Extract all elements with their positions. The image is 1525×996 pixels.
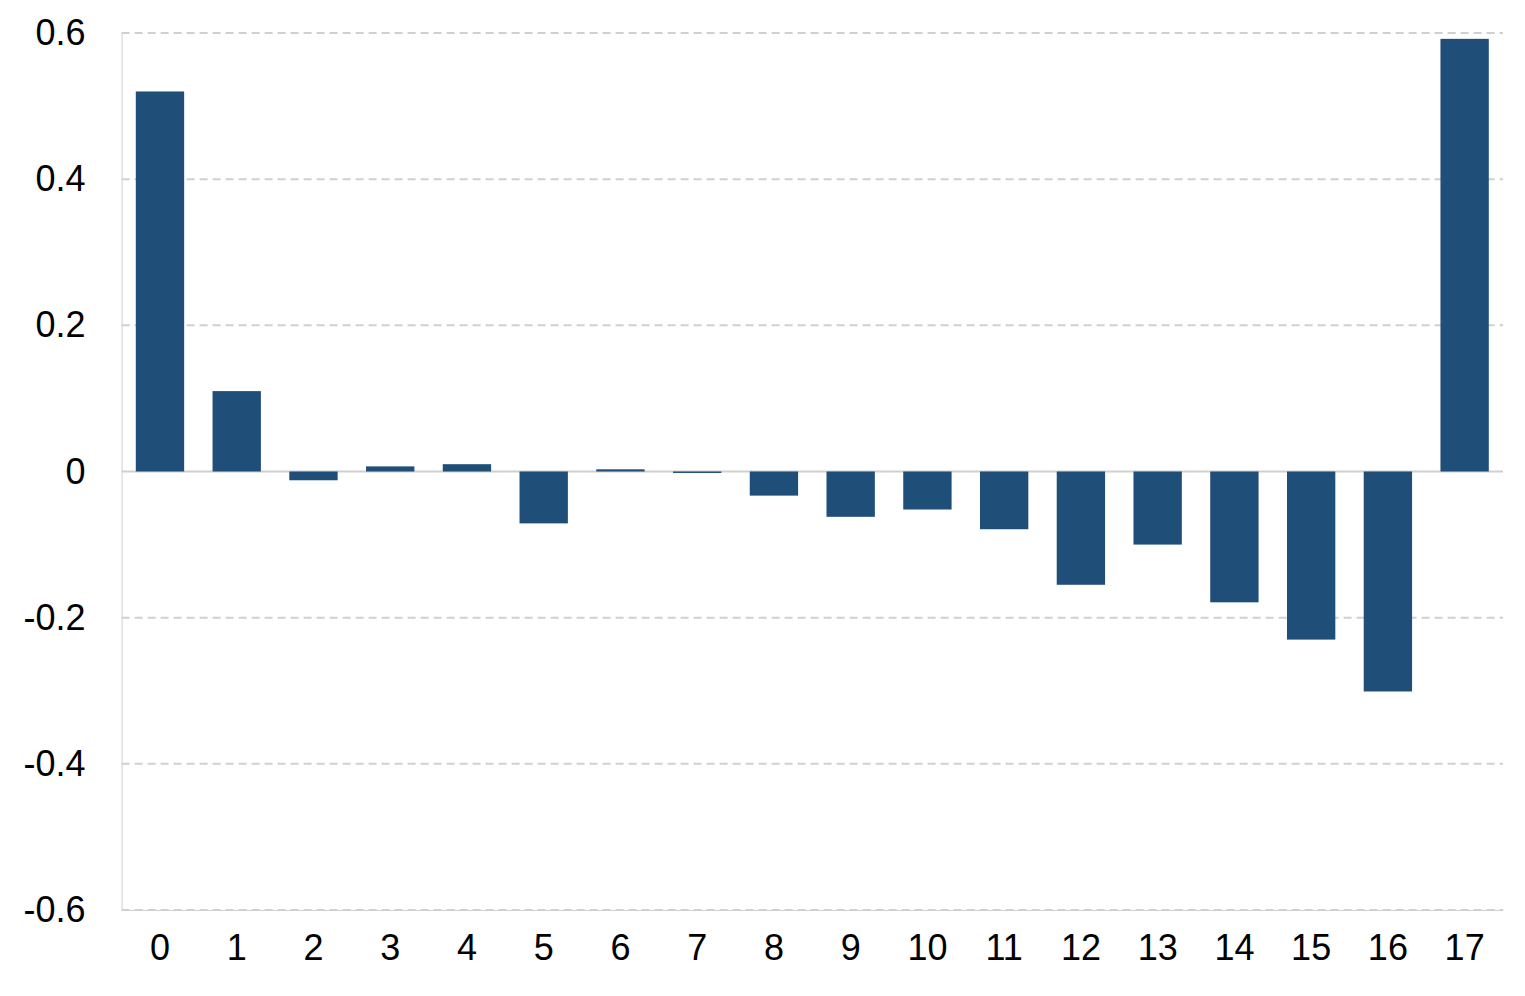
- bar: [1133, 472, 1181, 545]
- x-tick: 17: [1445, 910, 1485, 968]
- x-tick: 16: [1368, 910, 1408, 968]
- bars: [136, 39, 1489, 692]
- bar: [903, 472, 951, 510]
- x-tick: 10: [907, 910, 947, 968]
- bar: [596, 469, 644, 471]
- x-tick: 15: [1291, 910, 1331, 968]
- y-tick-label: 0: [66, 451, 86, 492]
- y-tick-label: -0.6: [24, 889, 86, 930]
- grid: [122, 33, 1503, 910]
- bar: [750, 472, 798, 496]
- x-axis-line: [122, 910, 1503, 911]
- x-tick: 8: [764, 910, 784, 968]
- y-tick: 0.4: [36, 158, 122, 199]
- x-tick: 14: [1214, 910, 1254, 968]
- x-tick-label: 1: [227, 927, 247, 968]
- grid-line: [122, 763, 1503, 765]
- x-tick-label: 0: [150, 927, 170, 968]
- bar: [1057, 472, 1105, 585]
- x-tick: 13: [1138, 910, 1178, 968]
- x-tick: 0: [150, 910, 170, 968]
- bar: [443, 464, 491, 471]
- y-axis: -0.6 -0.4 -0.2 0 0.2 0.4 0.6: [24, 12, 123, 930]
- grid-line: [122, 324, 1503, 326]
- bar: [826, 472, 874, 517]
- x-tick: 7: [687, 910, 707, 968]
- y-tick: -0.4: [24, 743, 122, 784]
- y-tick-label: -0.2: [24, 597, 86, 638]
- x-tick-label: 7: [687, 927, 707, 968]
- x-tick: 9: [841, 910, 861, 968]
- x-tick-label: 12: [1061, 927, 1101, 968]
- plot: -0.6-0.4-0.200.20.40.6012345678910111213…: [24, 12, 1504, 968]
- x-tick: 3: [380, 910, 400, 968]
- y-tick-label: -0.4: [24, 743, 86, 784]
- y-tick-label: 0.2: [36, 304, 86, 345]
- x-tick: 1: [227, 910, 247, 968]
- x-tick-label: 13: [1138, 927, 1178, 968]
- bar: [366, 466, 414, 471]
- x-tick: 5: [534, 910, 554, 968]
- y-tick: -0.6: [24, 889, 122, 930]
- bar: [136, 91, 184, 471]
- x-tick: 11: [985, 910, 1022, 968]
- x-axis: 01234567891011121314151617: [122, 910, 1503, 968]
- grid-line: [122, 909, 1503, 911]
- x-tick-label: 2: [303, 927, 323, 968]
- y-tick: 0.2: [36, 304, 122, 345]
- x-tick-label: 3: [380, 927, 400, 968]
- bar: [980, 472, 1028, 530]
- x-tick: 2: [303, 910, 323, 968]
- y-tick-label: 0.6: [36, 12, 86, 53]
- x-tick-label: 8: [764, 927, 784, 968]
- x-tick: 12: [1061, 910, 1101, 968]
- y-tick: 0: [66, 451, 122, 492]
- y-tick-label: 0.4: [36, 158, 86, 199]
- x-tick-label: 9: [841, 927, 861, 968]
- x-tick-label: 14: [1214, 927, 1254, 968]
- bar: [1210, 472, 1258, 603]
- x-tick-label: 4: [457, 927, 477, 968]
- bar: [1364, 472, 1412, 692]
- bar: [1440, 39, 1488, 472]
- x-tick: 6: [610, 910, 630, 968]
- bar: [289, 472, 337, 481]
- x-tick-label: 10: [907, 927, 947, 968]
- x-tick-label: 16: [1368, 927, 1408, 968]
- y-axis-line: [122, 34, 123, 911]
- x-tick-label: 5: [534, 927, 554, 968]
- bar: [213, 391, 261, 471]
- y-tick: -0.2: [24, 597, 122, 638]
- bar: [673, 472, 721, 473]
- bar: [520, 472, 568, 524]
- x-tick-label: 15: [1291, 927, 1331, 968]
- y-tick: 0.6: [36, 12, 122, 53]
- x-tick-label: 11: [985, 927, 1022, 968]
- grid-line: [122, 178, 1503, 180]
- grid-line: [122, 32, 1503, 34]
- chart: -0.6-0.4-0.200.20.40.6012345678910111213…: [0, 0, 1525, 996]
- bar: [1287, 472, 1335, 640]
- x-tick-label: 17: [1445, 927, 1485, 968]
- x-tick-label: 6: [610, 927, 630, 968]
- x-tick: 4: [457, 910, 477, 968]
